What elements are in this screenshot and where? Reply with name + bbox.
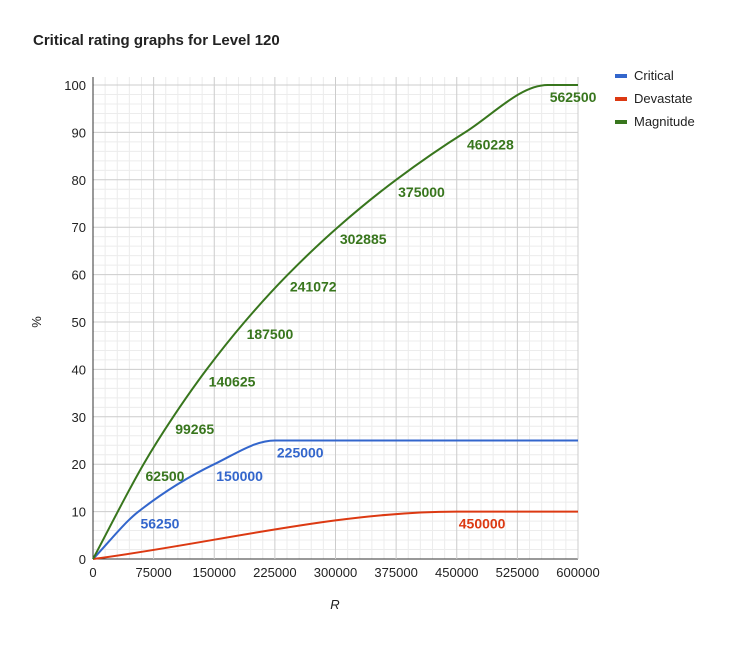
y-tick-label: 90	[72, 125, 86, 140]
data-label: 99265	[175, 421, 214, 437]
y-tick-label: 60	[72, 268, 86, 283]
y-tick-label: 100	[64, 78, 86, 93]
x-tick-label: 450000	[435, 565, 478, 580]
data-label: 187500	[247, 326, 294, 342]
data-label: 62500	[146, 468, 185, 484]
data-label: 562500	[550, 89, 597, 105]
data-label: 375000	[398, 184, 445, 200]
data-label: 140625	[209, 373, 256, 389]
x-tick-label: 375000	[374, 565, 417, 580]
chart-title: Critical rating graphs for Level 120	[33, 32, 280, 49]
x-tick-label: 600000	[556, 565, 599, 580]
data-label: 302885	[340, 231, 387, 247]
legend-swatch	[615, 74, 627, 78]
y-tick-label: 20	[72, 457, 86, 472]
legend-label: Devastate	[634, 91, 693, 106]
x-axis-label: R	[330, 597, 339, 612]
series-line	[92, 84, 578, 560]
x-tick-label: 300000	[314, 565, 357, 580]
y-tick-label: 0	[79, 552, 86, 567]
grid	[92, 77, 579, 560]
legend-label: Magnitude	[634, 114, 695, 129]
y-tick-label: 70	[72, 220, 86, 235]
legend-label: Critical	[634, 68, 674, 83]
y-tick-label: 10	[72, 505, 86, 520]
x-tick-label: 75000	[136, 565, 172, 580]
data-label: 150000	[216, 468, 263, 484]
y-tick-label: 40	[72, 362, 86, 377]
legend-swatch	[615, 97, 627, 101]
series-line	[92, 510, 578, 560]
series-line	[92, 439, 578, 560]
y-axis-label: %	[29, 316, 44, 328]
y-tick-label: 50	[72, 315, 86, 330]
y-tick-label: 80	[72, 173, 86, 188]
data-label: 450000	[459, 516, 506, 532]
x-tick-label: 150000	[193, 565, 236, 580]
data-label: 225000	[277, 445, 324, 461]
data-label: 460228	[467, 136, 514, 152]
x-tick-label: 525000	[496, 565, 539, 580]
data-label: 241072	[290, 279, 337, 295]
data-label: 56250	[140, 516, 179, 532]
y-tick-label: 30	[72, 410, 86, 425]
x-tick-label: 0	[89, 565, 96, 580]
x-tick-label: 225000	[253, 565, 296, 580]
legend-swatch	[615, 120, 627, 124]
